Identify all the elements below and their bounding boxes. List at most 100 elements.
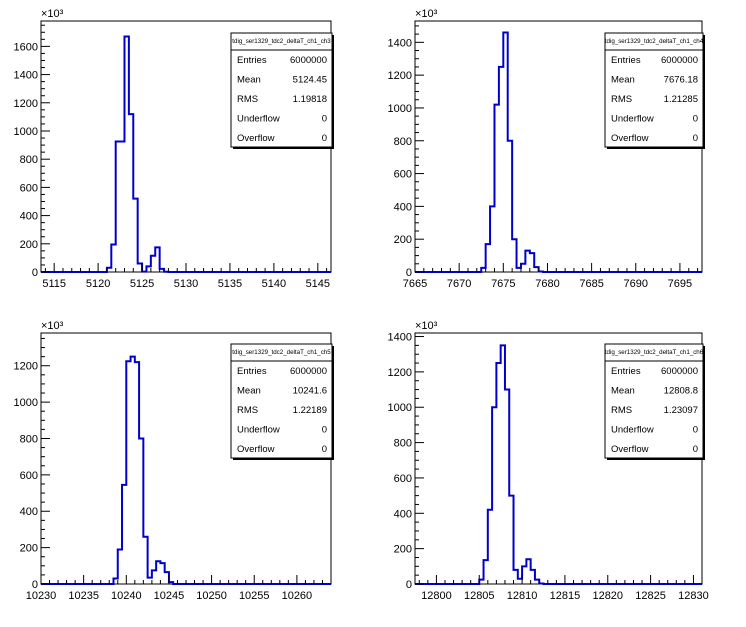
stats-box (230, 32, 333, 148)
stats-label: Entries (237, 55, 267, 66)
x-tick-label: 12815 (550, 590, 581, 602)
y-tick-label: 200 (394, 544, 412, 556)
x-tick-label: 10260 (282, 590, 313, 602)
histogram-panel-4: 0 200 400 600 800 1000 1200 1400 12800 12805 12810… (388, 320, 709, 602)
y-tick-label: 1400 (388, 332, 412, 344)
y-tick-label: 400 (394, 508, 412, 520)
x-tick-label: 5140 (262, 278, 286, 290)
y-tick-label: 1600 (14, 41, 38, 53)
stats-label: RMS (237, 94, 258, 105)
y-tick-label: 1400 (388, 37, 412, 49)
stats-label: Underflow (611, 113, 654, 124)
y-exponent-label: ×10³ (41, 320, 64, 332)
x-tick-label: 5115 (42, 278, 66, 290)
stats-label: Entries (611, 366, 641, 377)
y-tick-label: 200 (20, 543, 38, 555)
stats-box (604, 32, 704, 148)
y-tick-label: 1200 (14, 98, 38, 110)
x-tick-label: 5145 (306, 278, 330, 290)
y-tick-label: 1200 (14, 361, 38, 373)
y-exponent-label: ×10³ (41, 8, 64, 20)
x-tick-label: 12805 (464, 590, 495, 602)
x-tick-label: 12825 (635, 590, 666, 602)
y-tick-label: 1200 (388, 367, 412, 379)
y-tick-label: 1200 (388, 70, 412, 82)
x-tick-label: 10240 (111, 590, 142, 602)
stats-value: 6000000 (661, 366, 698, 377)
histogram-panel-1: 0 200 400 600 800 1000 1200 1400 1600 5115 5120 512… (14, 8, 334, 290)
x-tick-label: 7690 (624, 278, 648, 290)
histogram-series (415, 31, 702, 273)
stats-value: 0 (693, 133, 698, 144)
stats-label: Underflow (237, 424, 280, 435)
y-tick-label: 0 (32, 267, 38, 279)
y-exponent-label: ×10³ (415, 320, 438, 332)
y-tick-label: 1400 (14, 70, 38, 82)
x-tick-label: 10250 (196, 590, 227, 602)
x-tick-label: 10230 (26, 590, 57, 602)
y-tick-label: 0 (406, 267, 412, 279)
x-tick-label: 7695 (668, 278, 692, 290)
stats-label: Overflow (611, 444, 649, 455)
stats-value: 0 (322, 444, 327, 455)
x-tick-label: 7685 (579, 278, 603, 290)
stats-label: Underflow (611, 424, 654, 435)
stats-label: Overflow (611, 133, 649, 144)
y-tick-label: 1000 (388, 402, 412, 414)
stats-value: 7676.18 (664, 75, 698, 86)
stats-value: 0 (693, 113, 698, 124)
stats-label: Mean (237, 386, 261, 397)
histogram-title: tdig_ser1329_tdc2_deltaT_ch1_ch6 (605, 349, 704, 356)
x-tick-label: 7670 (447, 278, 471, 290)
x-tick-label: 5120 (86, 278, 110, 290)
stats-label: Overflow (237, 133, 275, 144)
x-tick-label: 12820 (592, 590, 623, 602)
y-tick-label: 600 (20, 470, 38, 482)
stats-value: 6000000 (290, 55, 327, 66)
y-tick-label: 800 (20, 433, 38, 445)
stats-label: Entries (611, 55, 641, 66)
stats-value: 5124.45 (293, 75, 327, 86)
stats-value: 10241.6 (293, 386, 327, 397)
stats-value: 1.21285 (664, 94, 698, 105)
stats-value: 1.19818 (293, 94, 327, 105)
stats-value: 1.23097 (664, 405, 698, 416)
histogram-panel-2: 0 200 400 600 800 1000 1200 1400 7665 7670 7675 768… (388, 8, 705, 290)
y-tick-label: 200 (20, 239, 38, 251)
stats-box (230, 343, 333, 459)
y-tick-label: 0 (406, 579, 412, 591)
x-tick-label: 7680 (535, 278, 559, 290)
histogram-title: tdig_ser1329_tdc2_deltaT_ch1_ch3 (232, 38, 331, 45)
stats-value: 6000000 (290, 366, 327, 377)
x-tick-label: 5135 (218, 278, 242, 290)
histogram-title: tdig_ser1329_tdc2_deltaT_ch1_ch5 (232, 349, 331, 356)
stats-value: 1.22189 (293, 405, 327, 416)
x-tick-label: 5130 (174, 278, 198, 290)
stats-label: RMS (611, 94, 632, 105)
y-tick-label: 400 (20, 506, 38, 518)
stats-value: 0 (322, 113, 327, 124)
y-tick-label: 800 (20, 154, 38, 166)
stats-label: Underflow (237, 113, 280, 124)
y-tick-label: 1000 (14, 126, 38, 138)
stats-label: Mean (611, 75, 635, 86)
x-tick-label: 7675 (491, 278, 515, 290)
stats-label: Entries (237, 366, 267, 377)
x-tick-label: 10255 (239, 590, 270, 602)
y-exponent-label: ×10³ (415, 8, 438, 20)
stats-label: Overflow (237, 444, 275, 455)
stats-label: Mean (611, 386, 635, 397)
stats-value: 0 (322, 133, 327, 144)
x-tick-label: 5125 (130, 278, 154, 290)
stats-label: RMS (237, 405, 258, 416)
y-tick-label: 200 (394, 234, 412, 246)
y-tick-label: 600 (20, 182, 38, 194)
y-tick-label: 800 (394, 136, 412, 148)
stats-value: 6000000 (661, 55, 698, 66)
stats-label: Mean (237, 75, 261, 86)
x-tick-label: 10245 (154, 590, 185, 602)
x-tick-label: 10235 (68, 590, 99, 602)
histogram-series (415, 344, 702, 585)
